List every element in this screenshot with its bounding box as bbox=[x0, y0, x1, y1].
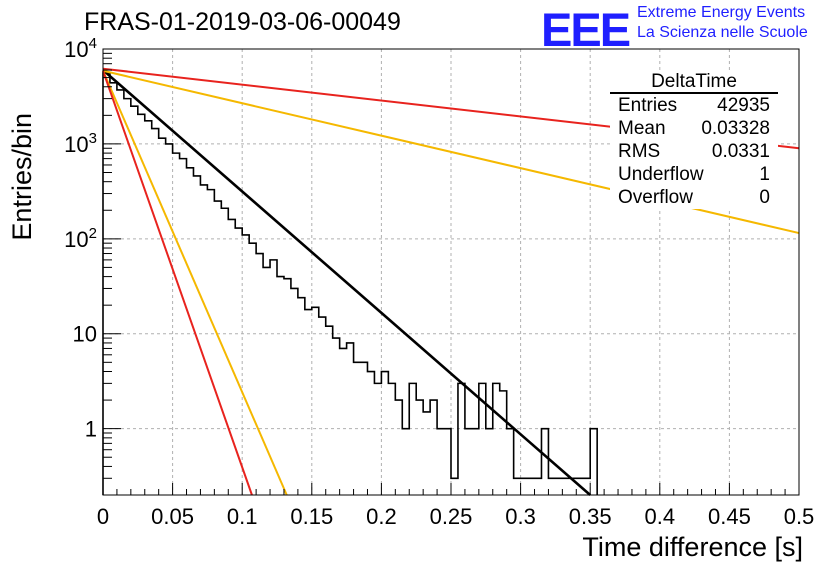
reference-curve bbox=[102, 70, 288, 496]
stats-title: DeltaTime bbox=[610, 72, 778, 94]
x-tick-label: 0.05 bbox=[151, 504, 194, 529]
x-tick-label: 0.15 bbox=[290, 504, 333, 529]
stats-label: RMS bbox=[618, 141, 661, 162]
eee-logo-text: Extreme Energy Events La Scienza nelle S… bbox=[637, 3, 808, 43]
stats-label: Entries bbox=[618, 95, 678, 116]
histogram bbox=[102, 72, 598, 495]
x-tick-label: 0.4 bbox=[645, 504, 676, 529]
stats-label: Underflow bbox=[618, 164, 704, 185]
chart-title: FRAS-01-2019-03-06-00049 bbox=[84, 8, 401, 36]
fit-line bbox=[102, 69, 592, 496]
x-tick-label: 0 bbox=[97, 504, 109, 529]
x-tick-label: 0.2 bbox=[366, 504, 397, 529]
stats-value: 0.03328 bbox=[701, 118, 770, 139]
x-tick-label: 0.5 bbox=[784, 504, 815, 529]
y-tick-label: 1 bbox=[85, 417, 97, 442]
axes: 0 0.05 0.1 0.15 0.2 0.25 0.3 0.35 0.4 0.45 0.51101… bbox=[64, 35, 814, 529]
stats-value: 0.0331 bbox=[711, 141, 770, 162]
stats-label: Overflow bbox=[618, 187, 693, 208]
logo-line-2: La Scienza nelle Scuole bbox=[637, 24, 808, 41]
stats-value: 42935 bbox=[717, 95, 770, 116]
x-tick-label: 0.45 bbox=[708, 504, 751, 529]
y-tick-label: 103 bbox=[64, 130, 97, 157]
x-axis-label: Time difference [s] bbox=[582, 532, 803, 562]
y-tick-label: 10 bbox=[73, 322, 97, 347]
stats-row: Mean 0.03328 bbox=[610, 117, 778, 140]
histogram-outline bbox=[102, 72, 598, 495]
stats-value: 0 bbox=[759, 187, 770, 208]
stats-box: DeltaTime Entries 42935 Mean 0.03328 RMS… bbox=[610, 72, 778, 209]
y-tick-label: 104 bbox=[64, 35, 97, 62]
x-tick-label: 0.3 bbox=[505, 504, 536, 529]
eee-logo: EEE bbox=[541, 3, 631, 56]
x-tick-label: 0.1 bbox=[227, 504, 258, 529]
stats-row: Entries 42935 bbox=[610, 94, 778, 117]
y-axis-label: Entries/bin bbox=[7, 113, 37, 241]
reference-curve bbox=[102, 70, 253, 496]
stats-label: Mean bbox=[618, 118, 666, 139]
x-tick-label: 0.25 bbox=[430, 504, 473, 529]
stats-value: 1 bbox=[759, 164, 770, 185]
x-tick-label: 0.35 bbox=[569, 504, 612, 529]
stats-row: RMS 0.0331 bbox=[610, 140, 778, 163]
logo-line-1: Extreme Energy Events bbox=[637, 4, 806, 21]
y-tick-label: 102 bbox=[64, 225, 97, 252]
stats-row: Underflow 1 bbox=[610, 163, 778, 186]
stats-row: Overflow 0 bbox=[610, 186, 778, 209]
